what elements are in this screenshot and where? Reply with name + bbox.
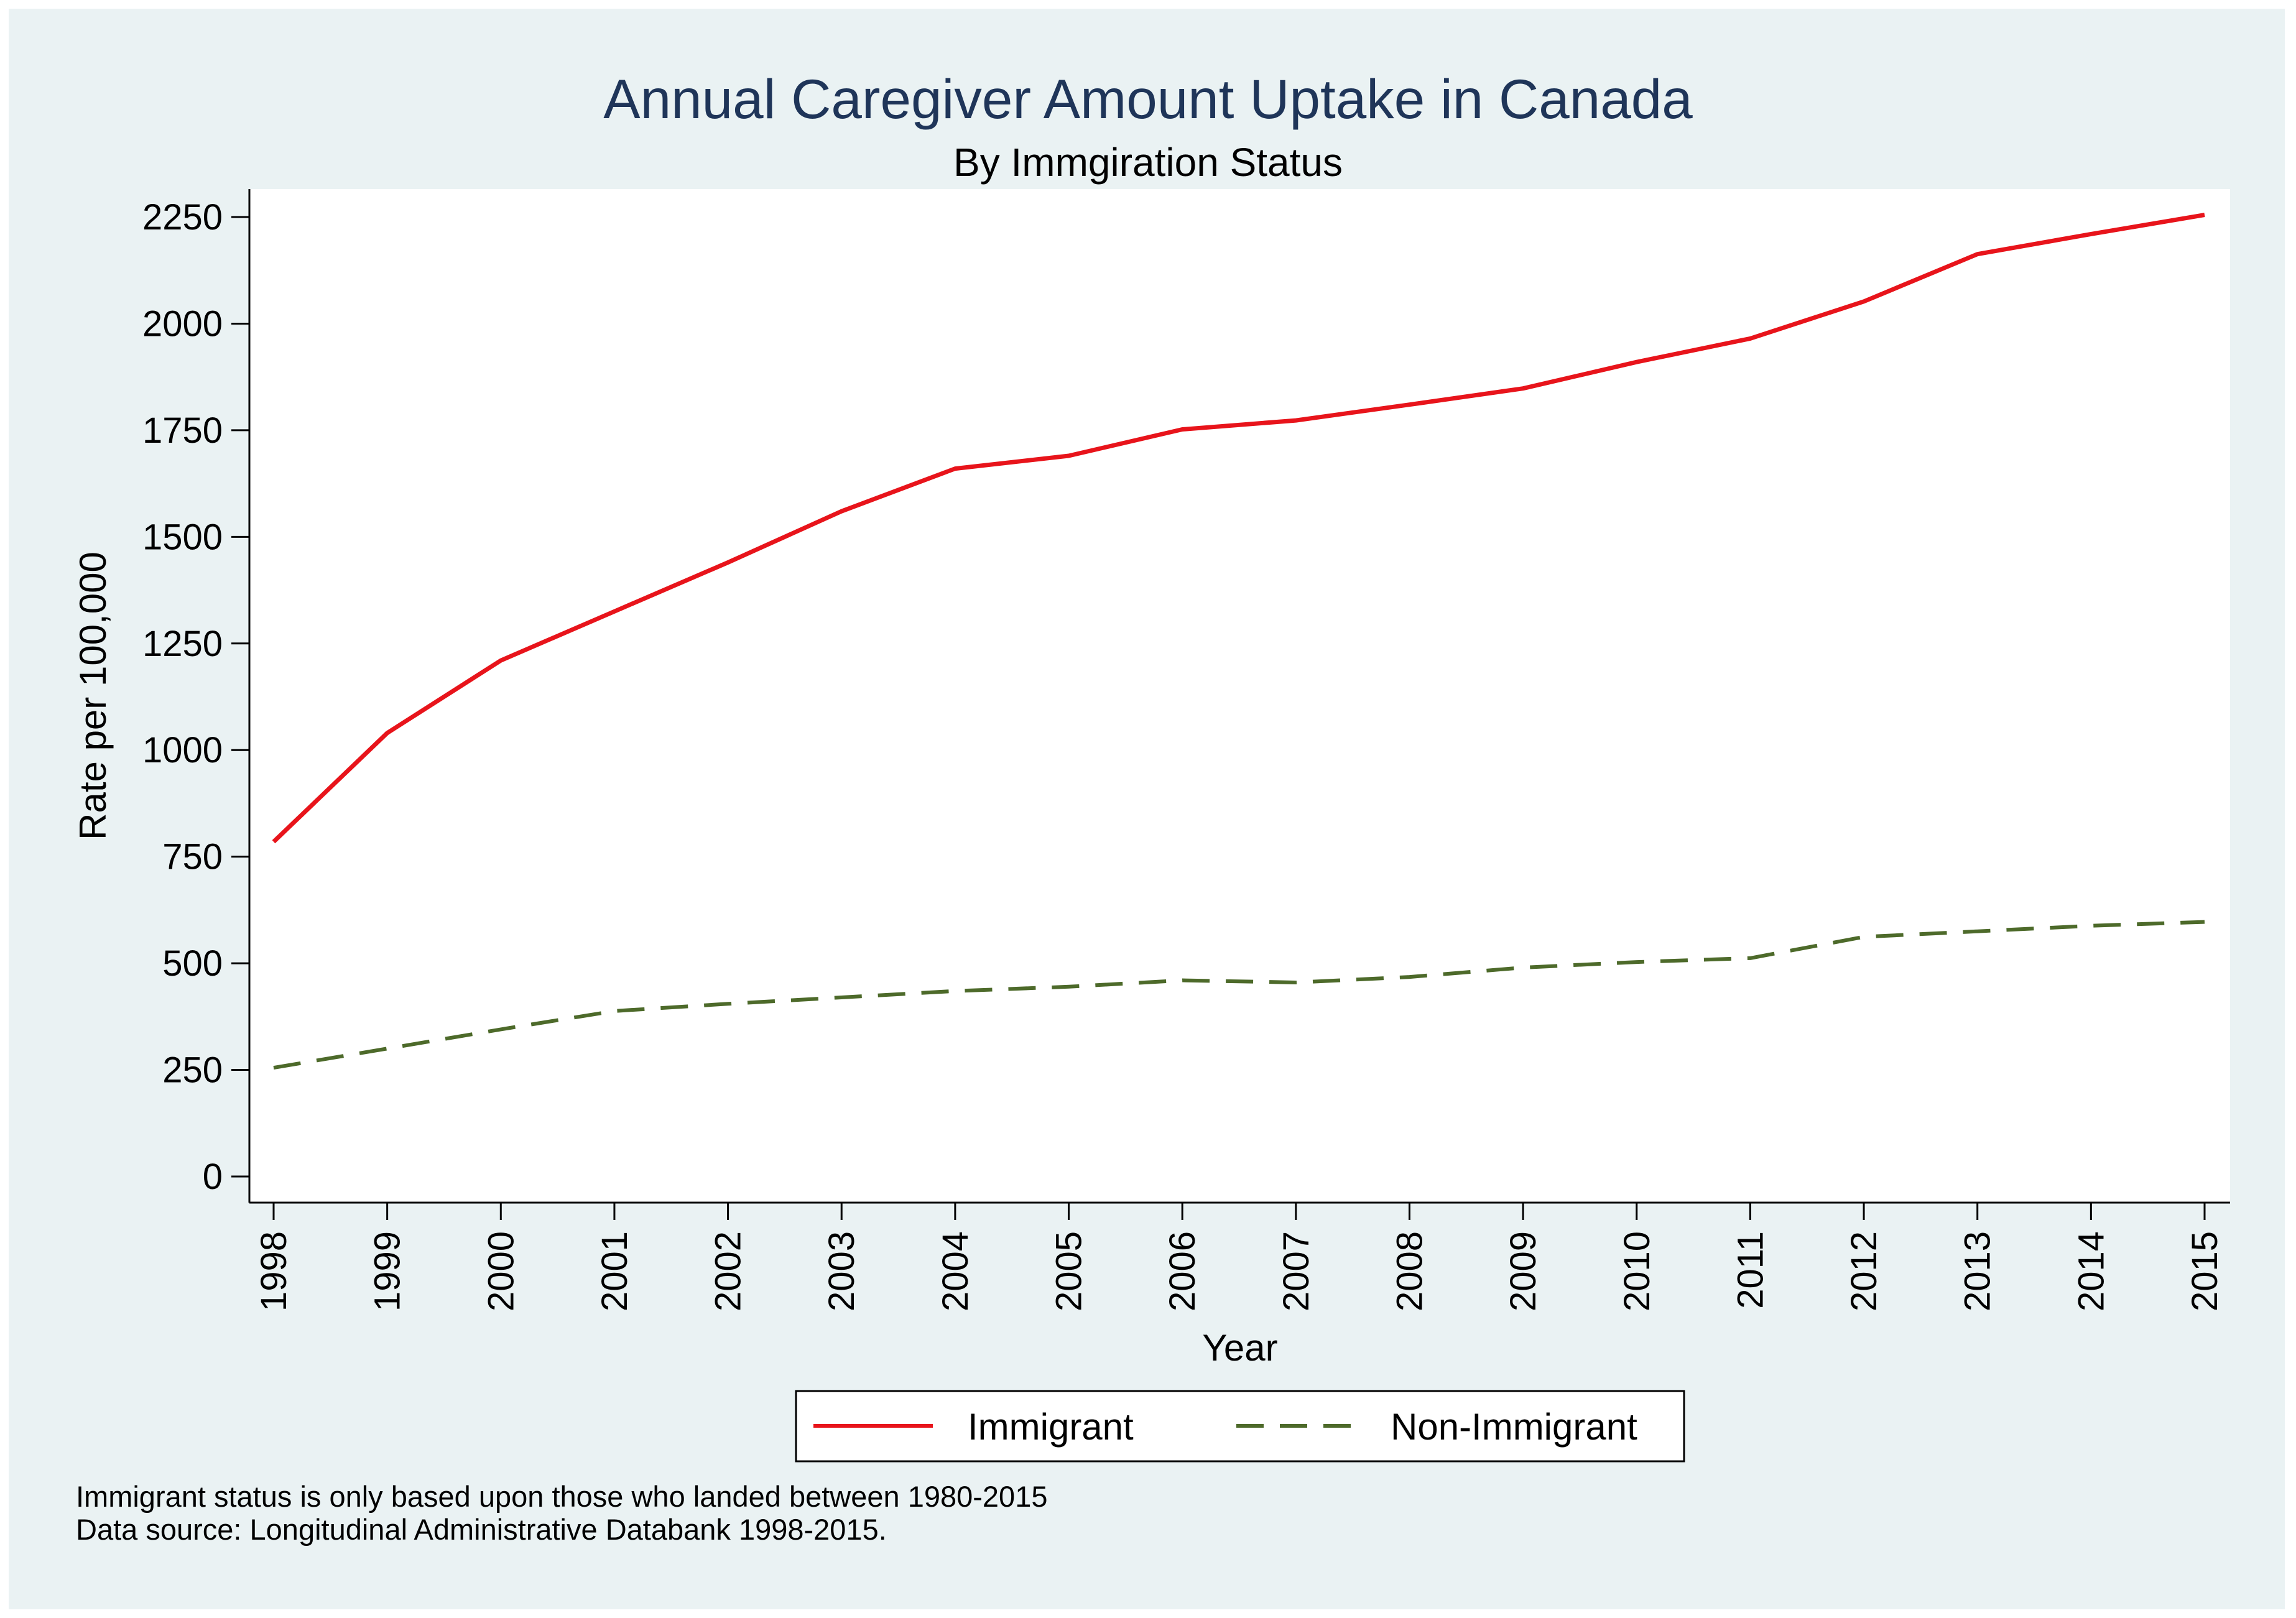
- chart-subtitle: By Immgiration Status: [953, 140, 1343, 185]
- x-tick-label: 2015: [2185, 1231, 2225, 1311]
- x-tick-label: 1999: [368, 1231, 408, 1311]
- footnote-data-source: Data source: Longitudinal Administrative…: [76, 1513, 887, 1546]
- y-tick-label: 500: [162, 943, 223, 984]
- plot-area: [249, 189, 2230, 1203]
- x-axis-ticks: 1998 1999 2000 2001 2002 2003 2004 2005 2006 2007…: [254, 1203, 2225, 1311]
- x-tick-label: 2007: [1276, 1231, 1317, 1311]
- data-point: [1409, 404, 1410, 405]
- legend-label-immigrant: Immigrant: [968, 1406, 1134, 1448]
- series-line-non-immigrant: [273, 920, 2205, 1070]
- data-point: [1636, 962, 1637, 963]
- data-point: [1295, 420, 1296, 421]
- data-point: [1636, 362, 1637, 363]
- x-tick-label: 2013: [1958, 1231, 1998, 1311]
- x-tick-label: 2009: [1503, 1231, 1544, 1311]
- x-tick-label: 2003: [822, 1231, 862, 1311]
- x-tick-label: 2008: [1389, 1231, 1430, 1311]
- x-tick-label: 2005: [1049, 1231, 1090, 1311]
- data-point: [1182, 980, 1183, 981]
- data-point: [1750, 338, 1751, 339]
- x-tick-label: 2011: [1730, 1231, 1771, 1309]
- y-tick-label: 750: [162, 837, 223, 877]
- data-point: [1068, 986, 1069, 987]
- y-tick-label: 2250: [142, 197, 223, 238]
- y-axis-label: Rate per 100,000: [72, 552, 114, 840]
- x-tick-label: 2006: [1162, 1231, 1203, 1311]
- chart-title: Annual Caregiver Amount Uptake in Canada: [603, 68, 1693, 130]
- x-tick-label: 2010: [1617, 1231, 1657, 1311]
- x-tick-label: 2004: [935, 1231, 976, 1311]
- y-tick-label: 250: [162, 1050, 223, 1091]
- data-point: [1977, 931, 1978, 932]
- data-point: [841, 511, 842, 512]
- y-tick-label: 0: [203, 1157, 223, 1197]
- x-tick-label: 2012: [1844, 1231, 1884, 1311]
- x-tick-label: 1998: [254, 1231, 294, 1311]
- x-tick-label: 2002: [708, 1231, 749, 1311]
- y-tick-label: 1000: [142, 730, 223, 770]
- y-axis-ticks: 0 250 500 750 1000 1250 1500 1750 2000 2250: [142, 197, 249, 1197]
- x-tick-label: 2000: [481, 1231, 521, 1311]
- x-tick-label: 2001: [595, 1231, 635, 1311]
- y-tick-label: 1250: [142, 624, 223, 664]
- y-tick-label: 1750: [142, 410, 223, 451]
- legend-label-non-immigrant: Non-Immigrant: [1391, 1406, 1637, 1448]
- footnote-immigrant-status: Immigrant status is only based upon thos…: [76, 1480, 1047, 1513]
- data-point: [1182, 429, 1183, 430]
- data-point: [1523, 967, 1524, 968]
- y-tick-label: 2000: [142, 303, 223, 344]
- x-tick-label: 2014: [2071, 1231, 2111, 1311]
- data-point: [1523, 388, 1524, 389]
- x-axis-label: Year: [1202, 1327, 1277, 1369]
- y-tick-label: 1500: [142, 517, 223, 557]
- legend: Immigrant Non-Immigrant: [795, 1390, 1685, 1463]
- data-point: [1409, 977, 1410, 978]
- series-layer: [272, 213, 2205, 1070]
- series-line-immigrant: [272, 213, 2205, 844]
